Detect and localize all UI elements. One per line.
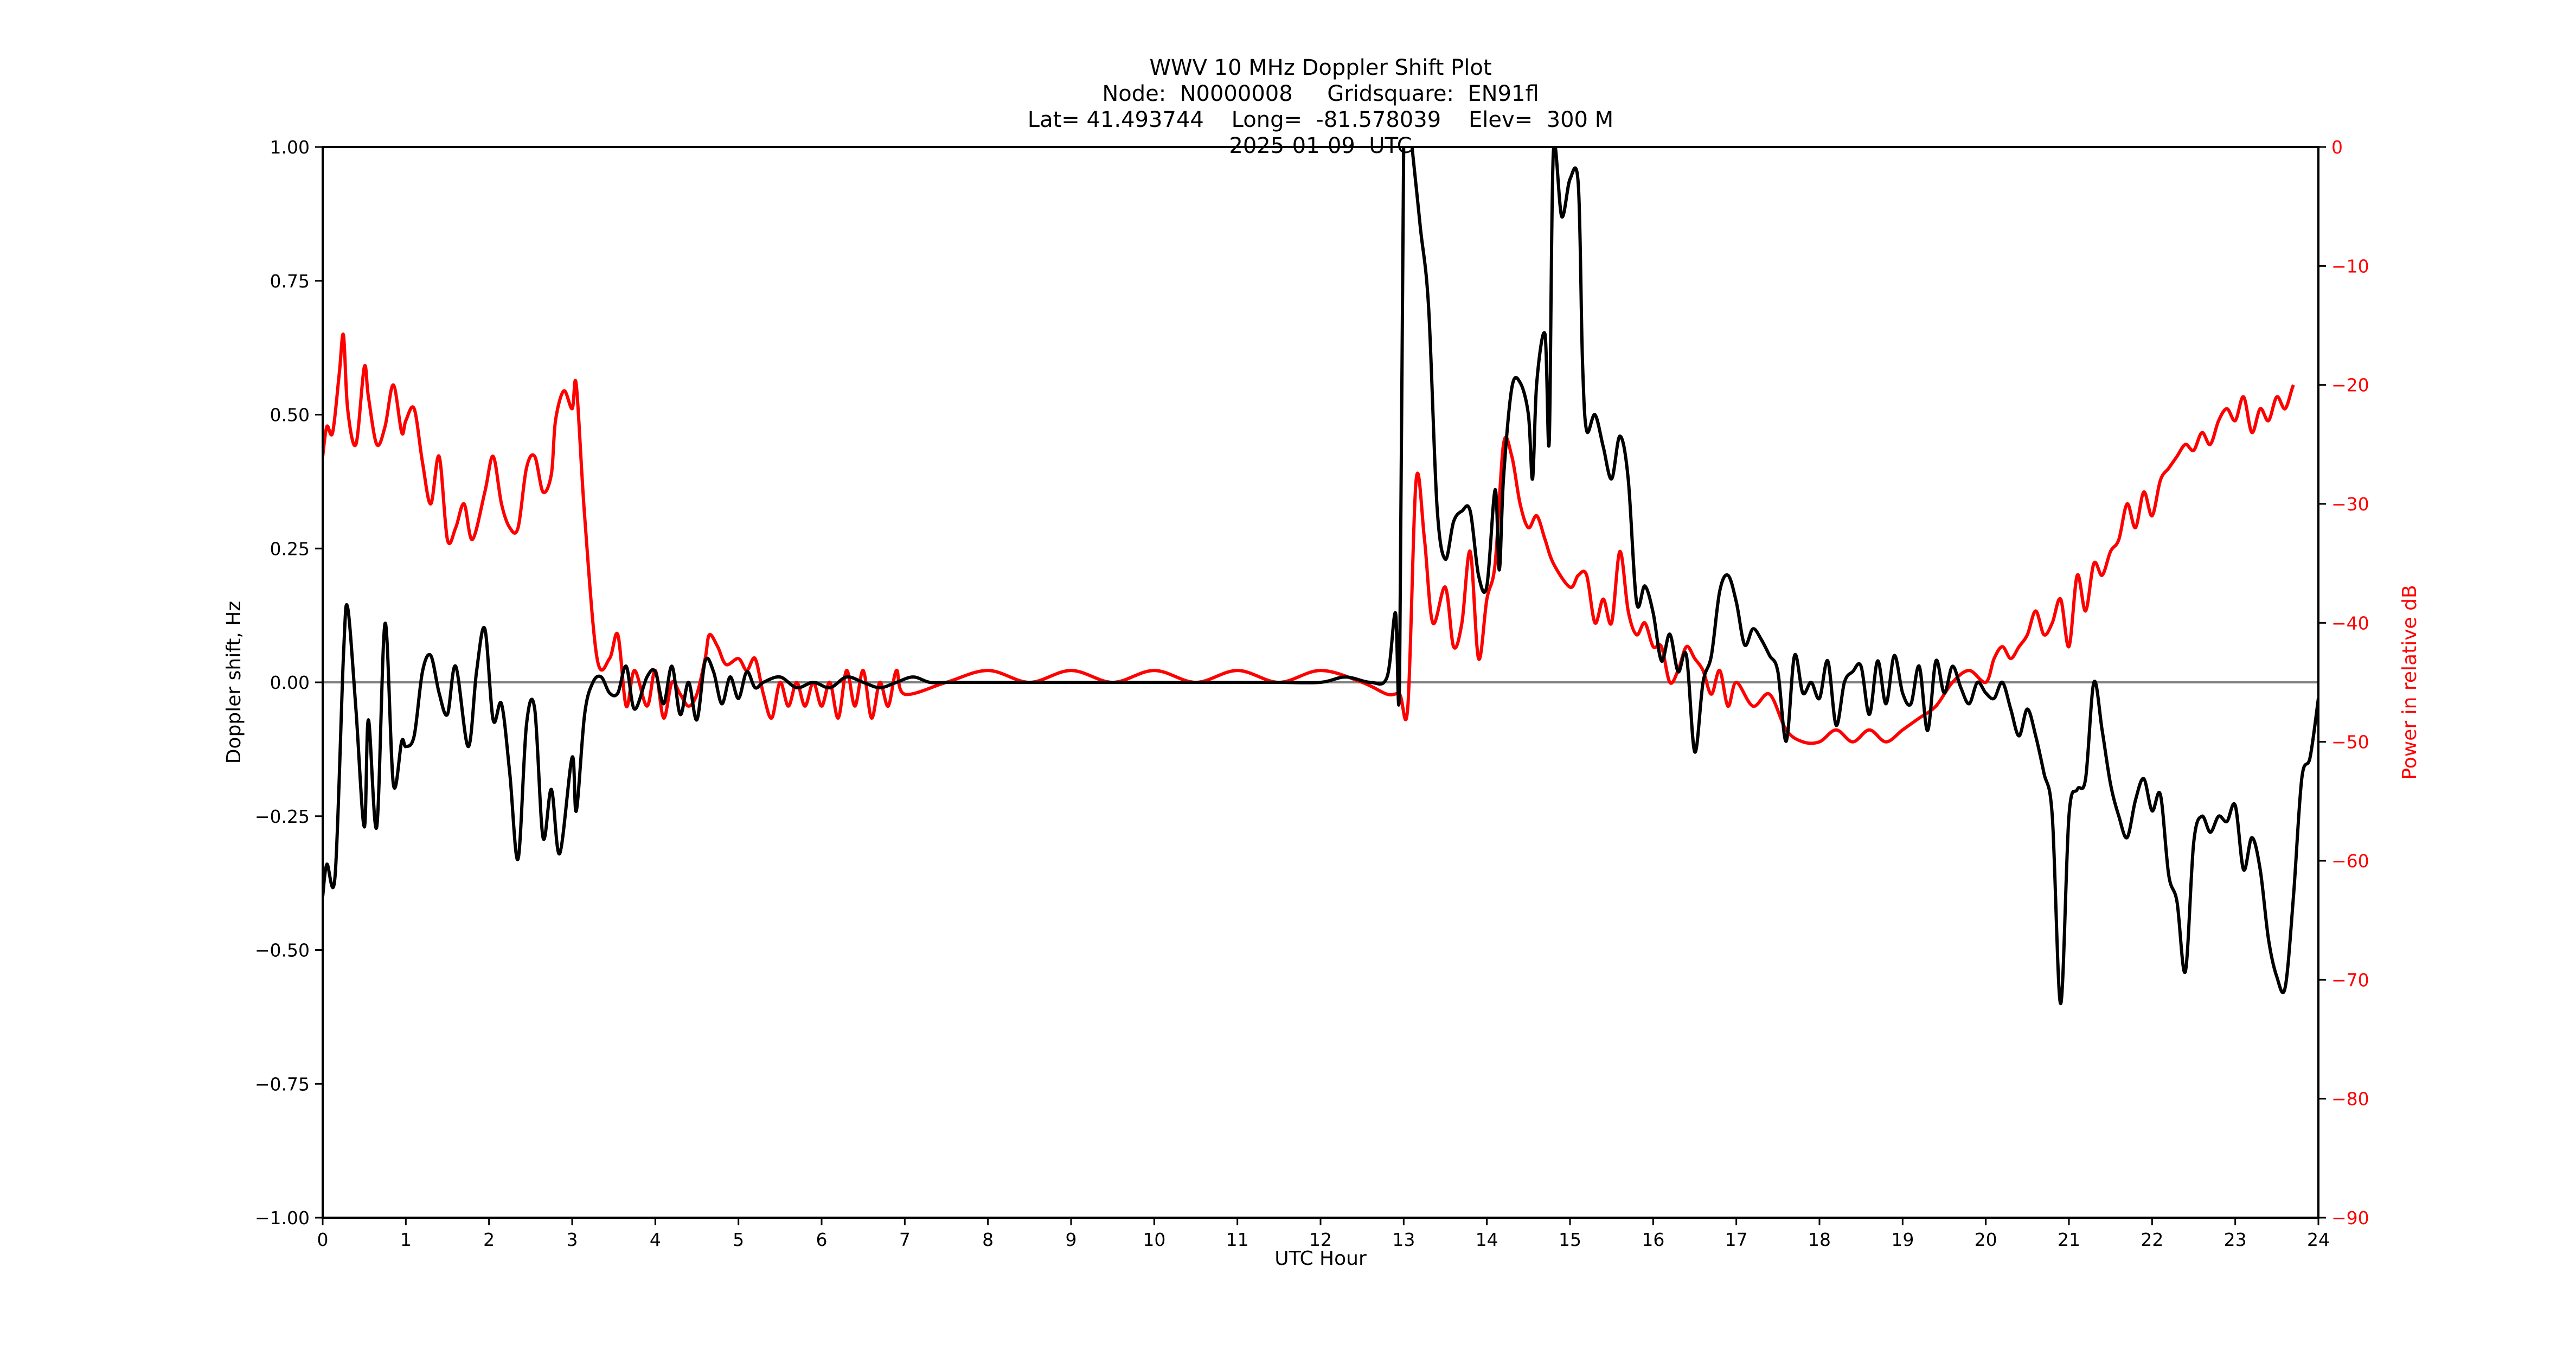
- y-axis-left-label: Doppler shift, Hz: [223, 601, 245, 764]
- x-tick-label: 17: [1725, 1229, 1748, 1250]
- y-right-tick-label: 0: [2331, 137, 2343, 158]
- y-left-tick-label: −0.25: [255, 806, 310, 827]
- x-tick-label: 19: [1891, 1229, 1914, 1250]
- y-left-tick-label: −0.75: [255, 1073, 310, 1095]
- title-line-3: Lat= 41.493744 Long= -81.578039 Elev= 30…: [1028, 107, 1613, 132]
- power-series-line: [323, 332, 2295, 745]
- y-right-tick-label: −90: [2331, 1207, 2369, 1229]
- x-tick-label: 0: [317, 1229, 329, 1250]
- x-tick-label: 1: [400, 1229, 412, 1250]
- y-left-tick-label: −0.50: [255, 940, 310, 961]
- y-right-tick-label: −20: [2331, 375, 2369, 396]
- x-tick-label: 22: [2141, 1229, 2163, 1250]
- x-tick-label: 5: [733, 1229, 744, 1250]
- y-left-tick-label: −1.00: [255, 1207, 310, 1229]
- x-tick-label: 21: [2058, 1229, 2080, 1250]
- y-left-tick-label: 0.25: [270, 538, 310, 559]
- x-tick-label: 11: [1226, 1229, 1249, 1250]
- title-line-2: Node: N0000008 Gridsquare: EN91fl: [1102, 81, 1539, 106]
- y-left-tick-label: 1.00: [270, 137, 310, 158]
- y-right-tick-label: −80: [2331, 1089, 2369, 1110]
- x-tick-label: 20: [1975, 1229, 1997, 1250]
- x-tick-label: 6: [816, 1229, 828, 1250]
- y-axis-right-label: Power in relative dB: [2399, 585, 2421, 779]
- x-tick-label: 9: [1066, 1229, 1077, 1250]
- y-right-tick-label: −50: [2331, 732, 2369, 753]
- x-tick-label: 18: [1808, 1229, 1831, 1250]
- x-tick-label: 14: [1476, 1229, 1498, 1250]
- y-right-tick-label: −70: [2331, 969, 2369, 990]
- y-left-tick-label: 0.00: [270, 672, 310, 693]
- y-right-tick-label: −30: [2331, 494, 2369, 515]
- figure-title: WWV 10 MHz Doppler Shift Plot Node: N000…: [1028, 55, 1613, 158]
- doppler-series-line: [323, 147, 2318, 1006]
- x-axis: 0 1 2 3 4 5 6 7 8 9 10 11 12 13 14 15 16 17 18 19 20 21 22 23 24: [317, 1218, 2330, 1250]
- x-tick-label: 13: [1392, 1229, 1415, 1250]
- x-tick-label: 10: [1143, 1229, 1165, 1250]
- x-axis-label: UTC Hour: [1274, 1248, 1367, 1270]
- plot-area: [323, 147, 2318, 1006]
- x-tick-label: 2: [483, 1229, 495, 1250]
- x-tick-label: 3: [567, 1229, 578, 1250]
- x-tick-label: 15: [1559, 1229, 1581, 1250]
- y-left-tick-label: 0.75: [270, 271, 310, 292]
- x-tick-label: 23: [2224, 1229, 2247, 1250]
- y-right-tick-label: −40: [2331, 612, 2369, 634]
- title-line-1: WWV 10 MHz Doppler Shift Plot: [1149, 55, 1491, 80]
- x-tick-label: 8: [982, 1229, 994, 1250]
- x-tick-label: 7: [899, 1229, 911, 1250]
- x-tick-label: 12: [1309, 1229, 1332, 1250]
- y-right-tick-label: −10: [2331, 255, 2369, 277]
- x-tick-label: 4: [650, 1229, 661, 1250]
- x-tick-label: 24: [2307, 1229, 2330, 1250]
- y-right-tick-label: −60: [2331, 850, 2369, 872]
- x-tick-label: 16: [1642, 1229, 1664, 1250]
- y-axis-left: 1.00 0.75 0.50 0.25 0.00 −0.25 −0.50 −0.75 −1.00: [255, 137, 323, 1229]
- y-axis-right: 0 −10 −20 −30 −40 −50 −60 −70 −80 −90: [2318, 137, 2369, 1229]
- y-left-tick-label: 0.50: [270, 405, 310, 426]
